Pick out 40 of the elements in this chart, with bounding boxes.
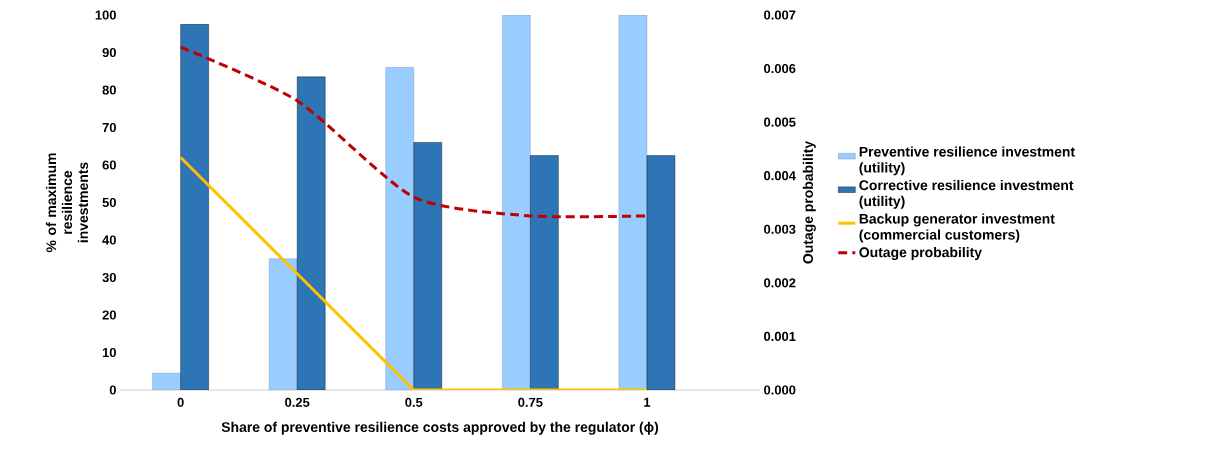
legend-label: Corrective resilience investment (utility) — [859, 179, 1074, 209]
y-tick-label: 60 — [102, 160, 116, 170]
y-tick-label: 50 — [102, 197, 116, 208]
legend-label: Outage probability — [859, 246, 982, 261]
y-tick-label: 70 — [102, 122, 116, 133]
y2-tick-label: 0.005 — [764, 117, 796, 127]
y-tick-label: 90 — [102, 47, 116, 58]
bar — [530, 155, 559, 390]
bar — [502, 15, 531, 390]
x-tick-label: 0.25 — [285, 397, 310, 407]
x-tick-label: 1 — [644, 397, 651, 407]
y-tick-label: 80 — [102, 85, 116, 95]
bar — [180, 24, 209, 390]
y2-tick-label: 0.003 — [764, 224, 796, 234]
y2-tick-label: 0.007 — [764, 10, 796, 20]
bar — [385, 67, 414, 390]
y-tick-label: 20 — [102, 310, 116, 320]
y-tick-label: 40 — [102, 235, 116, 245]
y-tick-label: 30 — [102, 272, 116, 283]
bar — [269, 258, 298, 390]
x-tick-label: 0 — [177, 397, 184, 407]
bar — [413, 142, 442, 390]
y-tick-label: 10 — [102, 347, 116, 358]
y2-tick-label: 0.004 — [764, 171, 796, 181]
legend-label: Preventive resilience investment (utility) — [859, 146, 1075, 176]
y-tick-label: 100 — [95, 10, 116, 20]
bar — [297, 76, 326, 390]
x-tick-label: 0.75 — [518, 397, 543, 407]
y-axis-title: % of maximum resilience investments — [45, 153, 89, 253]
bar — [646, 155, 676, 390]
y2-tick-label: 0.000 — [764, 385, 796, 395]
y2-axis-title: Outage probability — [802, 140, 816, 264]
legend-label: Backup generator investment (commercial customers) — [859, 213, 1055, 243]
x-axis-title: Share of preventive resilience costs approved by the regulator (ϕ) — [221, 421, 659, 435]
bar — [618, 15, 648, 390]
y2-tick-label: 0.002 — [764, 278, 796, 288]
y-tick-label: 0 — [109, 385, 116, 395]
x-tick-label: 0.5 — [405, 397, 423, 407]
y2-tick-label: 0.006 — [764, 63, 796, 74]
y2-tick-label: 0.001 — [764, 331, 796, 342]
